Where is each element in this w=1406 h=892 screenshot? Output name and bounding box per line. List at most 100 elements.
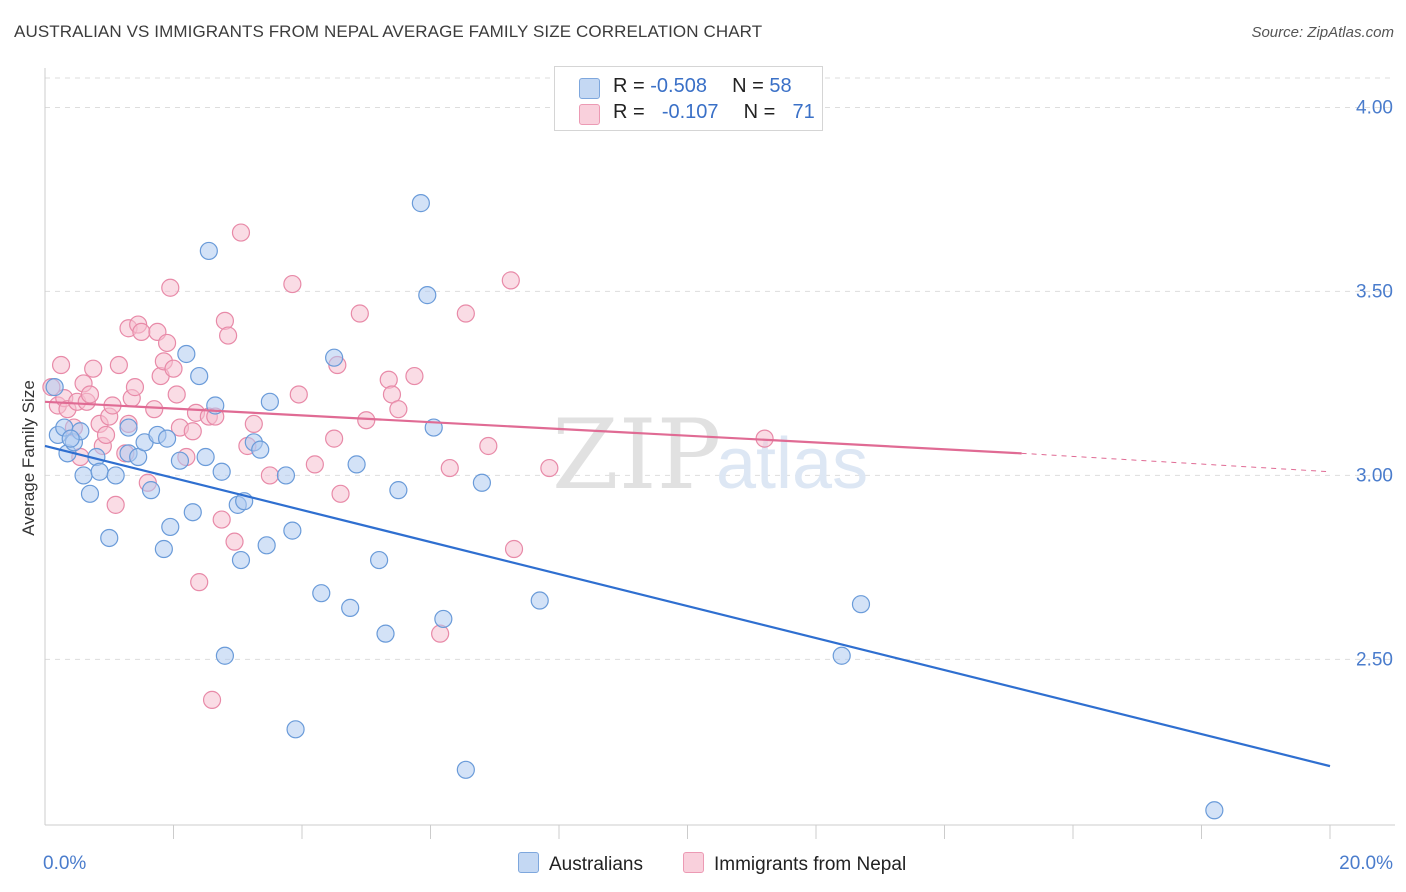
trend-lines xyxy=(44,400,1331,768)
nepal-point xyxy=(190,573,209,592)
nepal-point xyxy=(157,333,177,353)
nepal-point xyxy=(305,455,324,474)
legend-swatch-australians xyxy=(579,78,600,99)
australians-point xyxy=(215,646,234,665)
nepal-point xyxy=(167,385,186,404)
australians-point xyxy=(100,528,119,548)
australians-point xyxy=(45,378,64,397)
australians-point xyxy=(161,517,180,537)
australians-trend-line xyxy=(44,444,1331,768)
bottom-swatch-australians xyxy=(518,852,539,873)
nepal-point xyxy=(125,378,145,397)
watermark: ZIP atlas xyxy=(552,399,868,511)
nepal-trend-extension xyxy=(1021,452,1331,473)
australians-point xyxy=(183,503,202,522)
australians-points xyxy=(45,194,1224,820)
bottom-legend-australians: Australians xyxy=(518,852,643,876)
watermark-zip: ZIP xyxy=(552,399,721,511)
legend-n-value: 58 xyxy=(769,75,792,97)
australians-point xyxy=(90,462,109,481)
y-tick-label: 2.50 xyxy=(1356,649,1393,670)
legend-r-value: -0.508 xyxy=(650,75,707,97)
australians-point xyxy=(257,536,276,555)
y-axis-label: Average Family Size xyxy=(19,380,38,536)
australians-point xyxy=(260,392,279,411)
australians-point xyxy=(196,447,215,467)
chart-source: Source: ZipAtlas.com xyxy=(1251,24,1394,41)
australians-point xyxy=(832,646,851,665)
nepal-point xyxy=(389,400,408,419)
australians-point xyxy=(411,194,430,213)
australians-point xyxy=(418,286,437,305)
y-tick-label: 4.00 xyxy=(1356,97,1393,118)
nepal-point xyxy=(260,466,279,485)
australians-point xyxy=(106,466,125,485)
nepal-point xyxy=(96,425,116,445)
grid-lines xyxy=(45,77,1395,660)
nepal-point xyxy=(350,304,369,323)
legend-r-label: R = xyxy=(613,75,645,97)
australians-point xyxy=(212,462,231,481)
australians-point xyxy=(376,624,395,643)
nepal-point xyxy=(161,278,180,297)
nepal-point xyxy=(479,436,498,456)
nepal-point xyxy=(289,385,308,404)
nepal-point xyxy=(504,539,524,559)
nepal-trend-line xyxy=(44,400,1022,455)
australians-point xyxy=(530,591,549,610)
australians-point xyxy=(74,466,93,485)
australians-point xyxy=(312,584,331,603)
australians-point xyxy=(456,760,475,779)
nepal-point xyxy=(219,326,238,345)
australians-point xyxy=(177,344,196,364)
nepal-point xyxy=(540,458,559,478)
australians-point xyxy=(1205,801,1224,820)
nepal-point xyxy=(440,458,459,478)
nepal-point xyxy=(405,366,424,386)
australians-point xyxy=(283,521,302,540)
nepal-point xyxy=(164,359,183,378)
nepal-point xyxy=(84,359,103,378)
australians-point xyxy=(325,348,344,367)
nepal-point xyxy=(215,311,234,330)
nepal-point xyxy=(80,385,100,404)
legend-r-value: -0.107 xyxy=(661,101,719,123)
australians-point xyxy=(389,481,408,500)
australians-point xyxy=(276,466,296,485)
nepal-point xyxy=(202,690,222,709)
australians-point xyxy=(119,418,138,437)
watermark-atlas: atlas xyxy=(716,424,868,504)
legend-swatch-nepal xyxy=(579,104,600,125)
nepal-point xyxy=(456,304,475,323)
legend-n-label: N = xyxy=(732,75,764,97)
australians-point xyxy=(472,473,491,492)
nepal-point xyxy=(283,274,302,294)
nepal-point xyxy=(501,271,520,290)
bottom-legend-label-nepal: Immigrants from Nepal xyxy=(714,854,907,875)
australians-point xyxy=(61,429,80,448)
nepal-point xyxy=(379,370,398,389)
nepal-point xyxy=(225,532,244,551)
nepal-point xyxy=(212,510,231,529)
australians-point xyxy=(851,595,871,614)
australians-point xyxy=(157,429,177,448)
chart-title: AUSTRALIAN VS IMMIGRANTS FROM NEPAL AVER… xyxy=(14,22,763,41)
nepal-point xyxy=(357,411,376,430)
x-tick-label-min: 0.0% xyxy=(43,853,86,874)
y-tick-label: 3.00 xyxy=(1356,465,1393,486)
australians-point xyxy=(251,440,270,459)
legend-n-label: N = xyxy=(743,101,776,123)
stats-legend: R = -0.508 N = 58 R = -0.107 N = 71 xyxy=(554,66,823,131)
nepal-point xyxy=(109,355,128,375)
nepal-point xyxy=(231,223,251,242)
australians-point xyxy=(190,366,209,386)
nepal-point xyxy=(132,322,151,342)
australians-point xyxy=(141,481,161,500)
australians-point xyxy=(347,455,366,474)
bottom-legend-nepal: Immigrants from Nepal xyxy=(683,852,906,876)
nepal-point xyxy=(145,400,164,419)
australians-point xyxy=(80,484,100,503)
nepal-point xyxy=(51,355,71,375)
australians-point xyxy=(154,539,173,559)
